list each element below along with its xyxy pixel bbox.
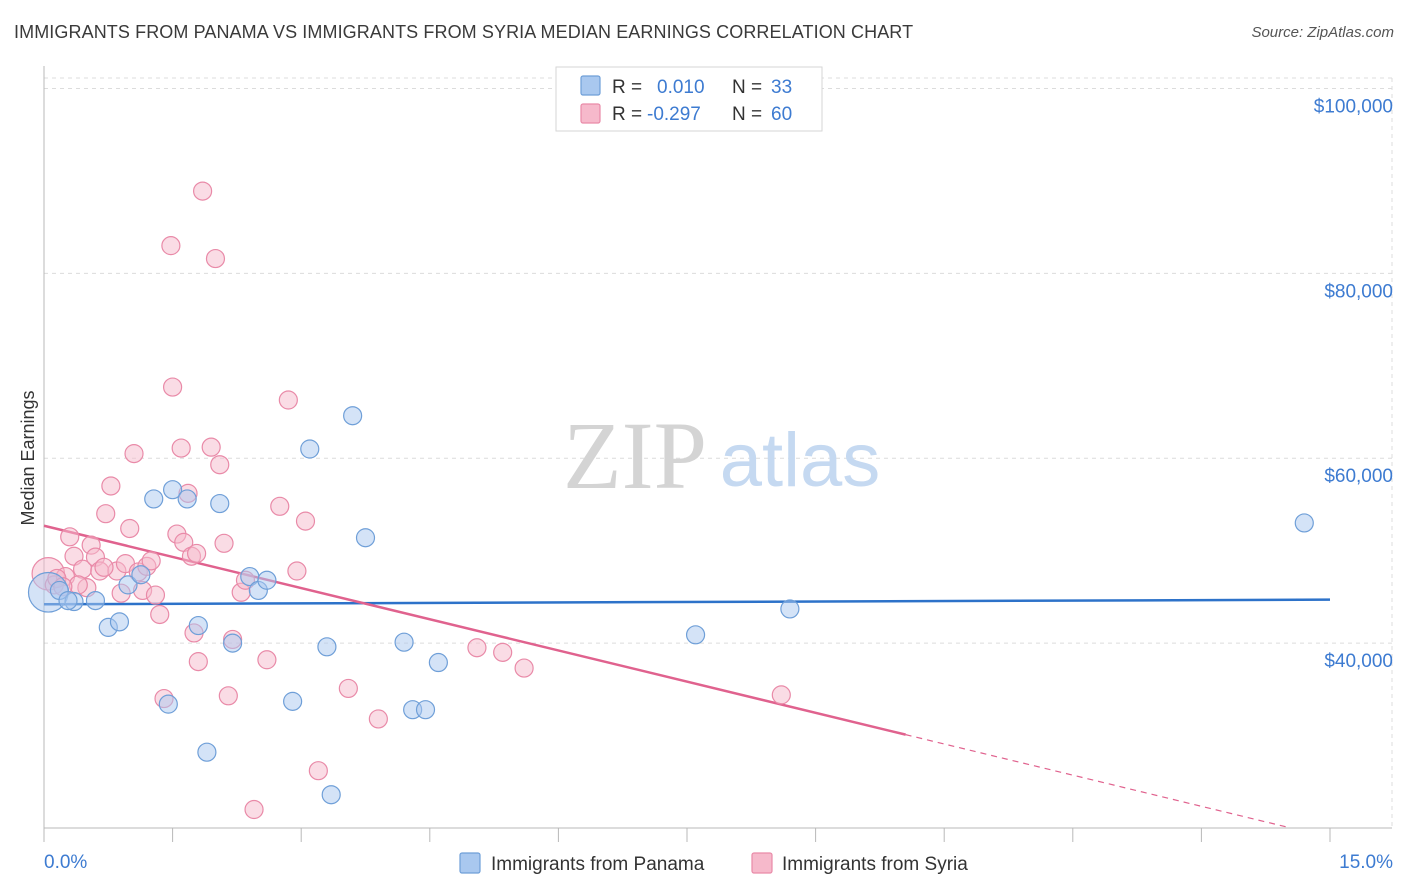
point-syria bbox=[96, 504, 116, 524]
point-panama bbox=[317, 637, 337, 657]
legend-r-value-syria: -0.297 bbox=[647, 104, 701, 125]
legend-n-label-syria: N = bbox=[732, 104, 762, 125]
point-panama bbox=[223, 633, 243, 653]
trend-line-panama bbox=[43, 598, 1331, 606]
point-syria bbox=[60, 527, 80, 547]
trend-line-extension-syria bbox=[905, 734, 1288, 828]
point-panama bbox=[158, 694, 178, 714]
x-tick-label-end: 15.0% bbox=[1339, 852, 1393, 873]
point-syria bbox=[270, 496, 290, 516]
chart-title: IMMIGRANTS FROM PANAMA VS IMMIGRANTS FRO… bbox=[14, 22, 914, 42]
watermark-atlas: atlas bbox=[720, 418, 881, 503]
axis-labels: $40,000 $60,000 $80,000 $100,000 0.0% 15.0% Me… bbox=[18, 96, 1393, 873]
point-syria bbox=[244, 799, 264, 820]
point-syria bbox=[205, 248, 226, 269]
point-syria bbox=[771, 685, 791, 705]
legend-r-label-panama: R = bbox=[612, 77, 642, 98]
point-syria bbox=[150, 604, 170, 625]
point-panama bbox=[144, 489, 164, 509]
point-panama bbox=[197, 742, 217, 762]
legend-n-value-panama: 33 bbox=[771, 77, 792, 98]
point-syria bbox=[368, 709, 388, 729]
point-syria bbox=[493, 642, 513, 662]
data-points bbox=[27, 181, 1314, 820]
point-panama bbox=[300, 439, 320, 459]
point-panama bbox=[131, 565, 151, 585]
point-syria bbox=[193, 181, 213, 201]
point-panama bbox=[415, 700, 436, 720]
point-syria bbox=[338, 678, 358, 699]
point-syria bbox=[145, 585, 166, 605]
point-syria bbox=[188, 652, 208, 672]
point-panama bbox=[109, 612, 130, 632]
series-legend-label-syria: Immigrants from Syria bbox=[782, 854, 968, 875]
point-syria bbox=[124, 444, 144, 464]
point-panama bbox=[58, 590, 78, 611]
point-panama bbox=[685, 625, 706, 645]
gridlines bbox=[44, 77, 1393, 828]
legend-swatch-panama bbox=[580, 75, 601, 96]
watermark-zip: ZIP bbox=[563, 402, 707, 509]
point-panama bbox=[85, 590, 106, 611]
x-tick-label-start: 0.0% bbox=[44, 852, 87, 873]
point-panama bbox=[257, 570, 277, 590]
point-syria bbox=[218, 686, 238, 706]
point-syria bbox=[210, 455, 230, 475]
y-axis-label: Median Earnings bbox=[18, 390, 38, 525]
point-syria bbox=[94, 557, 114, 577]
legend-n-value-syria: 60 bbox=[771, 104, 792, 125]
point-syria bbox=[120, 518, 140, 539]
legend-r-value-panama: 0.010 bbox=[657, 77, 705, 98]
point-syria bbox=[514, 658, 534, 678]
point-panama bbox=[188, 615, 208, 636]
point-panama bbox=[118, 575, 138, 595]
y-tick-label: $60,000 bbox=[1324, 466, 1393, 487]
series-legend: Immigrants from Panama Immigrants from S… bbox=[459, 852, 968, 875]
point-panama bbox=[394, 632, 414, 652]
point-syria bbox=[214, 533, 234, 553]
legend-r-label-syria: R = bbox=[612, 104, 642, 125]
point-syria bbox=[295, 511, 316, 531]
point-syria bbox=[101, 476, 121, 496]
point-syria bbox=[257, 650, 277, 670]
point-panama bbox=[163, 480, 183, 500]
point-syria bbox=[161, 236, 181, 256]
point-syria bbox=[163, 377, 183, 397]
watermark: ZIP atlas bbox=[563, 402, 880, 509]
series-legend-label-panama: Immigrants from Panama bbox=[491, 854, 705, 875]
series-legend-swatch-panama bbox=[459, 852, 481, 874]
point-syria bbox=[308, 761, 328, 781]
point-panama bbox=[210, 493, 230, 514]
point-panama bbox=[177, 489, 197, 509]
y-tick-label: $100,000 bbox=[1314, 96, 1393, 117]
stats-legend: R = 0.010 N = 33 R = -0.297 N = 60 bbox=[555, 66, 823, 132]
point-syria bbox=[201, 437, 221, 457]
point-panama bbox=[1294, 513, 1314, 533]
point-panama bbox=[428, 652, 448, 673]
legend-swatch-syria bbox=[580, 103, 601, 124]
series-legend-swatch-syria bbox=[751, 852, 773, 874]
point-syria bbox=[287, 561, 307, 581]
point-syria bbox=[467, 638, 487, 658]
y-tick-label: $40,000 bbox=[1324, 651, 1393, 672]
point-panama bbox=[283, 691, 303, 711]
point-syria bbox=[141, 551, 161, 571]
trend-lines bbox=[43, 524, 1331, 828]
point-syria bbox=[278, 390, 298, 410]
point-panama bbox=[343, 406, 363, 426]
legend-n-label-panama: N = bbox=[732, 77, 762, 98]
source-label: Source: ZipAtlas.com bbox=[1251, 24, 1394, 41]
point-panama bbox=[355, 528, 376, 548]
point-panama bbox=[780, 599, 800, 619]
point-syria bbox=[187, 543, 207, 564]
axes bbox=[43, 66, 1392, 842]
point-panama bbox=[321, 785, 341, 805]
y-tick-label: $80,000 bbox=[1324, 281, 1393, 302]
point-syria bbox=[171, 438, 191, 458]
